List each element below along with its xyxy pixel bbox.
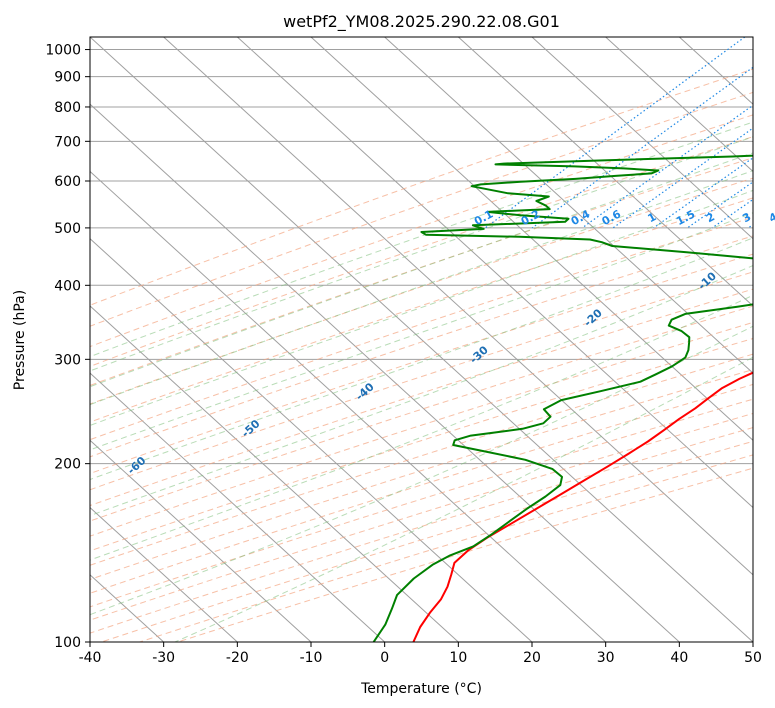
isotherm-line	[90, 237, 533, 642]
moist-adiabat-line	[90, 212, 753, 451]
y-tick-label: 500	[54, 221, 81, 237]
x-tick-label: -40	[79, 650, 102, 666]
y-axis-label: Pressure (hPa)	[12, 290, 28, 390]
isotherm-line	[457, 37, 753, 307]
y-tick-label: 800	[54, 100, 81, 116]
background-lines	[90, 37, 753, 642]
profile-lines	[372, 154, 753, 642]
isotherm-line	[90, 103, 680, 642]
dry-adiabat-line	[90, 353, 753, 566]
mixing-ratio-line	[484, 37, 746, 229]
temperature-line	[412, 371, 753, 642]
isotherm-line	[90, 506, 238, 642]
y-tick-label: 100	[54, 635, 81, 651]
x-tick-label: -10	[300, 650, 323, 666]
isotherm-line	[310, 37, 753, 442]
x-tick-label: 20	[523, 650, 541, 666]
y-tick-label: 300	[54, 352, 81, 368]
moist-adiabat-line	[90, 121, 753, 358]
isotherm-line	[163, 37, 753, 576]
x-tick-label: 0	[380, 650, 389, 666]
dry-adiabat-line	[90, 177, 753, 405]
moist-adiabat-line	[90, 294, 753, 561]
x-tick-label: -30	[152, 650, 175, 666]
dry-adiabat-line	[90, 271, 753, 491]
dry-adiabat-line	[90, 114, 753, 348]
x-axis-label: Temperature (°C)	[360, 681, 482, 697]
y-tick-label: 900	[54, 70, 81, 86]
x-tick-label: 30	[597, 650, 615, 666]
dry-adiabat-line	[90, 321, 753, 537]
dry-adiabat-line	[90, 91, 753, 327]
y-tick-label: 700	[54, 134, 81, 150]
isotherm-line	[90, 372, 386, 642]
isotherm-line	[531, 37, 753, 240]
moist-adiabat-line	[90, 152, 753, 388]
dewpoint-line	[372, 154, 753, 642]
isotherm-line	[384, 37, 753, 374]
y-tick-label: 1000	[45, 43, 81, 59]
axis-ticks: -40 -30 -20 -10 0 10 20 30 40 50 100 200 300 400 500 60…	[45, 43, 762, 666]
mixing-ratio-label: 4	[767, 210, 775, 225]
isotherm-line	[605, 37, 753, 173]
isotherm-line	[90, 305, 459, 642]
chart-title: wetPf2_YM08.2025.290.22.08.G01	[283, 12, 560, 32]
mixing-ratio-line	[653, 157, 753, 229]
moist-adiabat-line	[90, 136, 753, 372]
mixing-ratio-line	[531, 66, 753, 229]
x-tick-label: -20	[226, 650, 249, 666]
y-tick-label: 600	[54, 174, 81, 190]
isotherm-line	[90, 170, 607, 642]
y-tick-label: 200	[54, 457, 81, 473]
x-tick-label: 40	[670, 650, 688, 666]
x-tick-label: 50	[744, 650, 762, 666]
isotherm-line	[90, 37, 753, 642]
y-tick-label: 400	[54, 278, 81, 294]
isotherm-line	[236, 37, 753, 509]
moist-adiabat-line	[90, 264, 753, 517]
dry-adiabat-line	[90, 216, 753, 441]
plot-frame	[89, 36, 754, 643]
dry-adiabat-line	[90, 305, 753, 522]
dry-adiabat-line	[90, 369, 753, 580]
x-tick-label: 10	[449, 650, 467, 666]
isotherm-line	[90, 439, 312, 642]
dry-adiabat-line	[90, 68, 753, 306]
